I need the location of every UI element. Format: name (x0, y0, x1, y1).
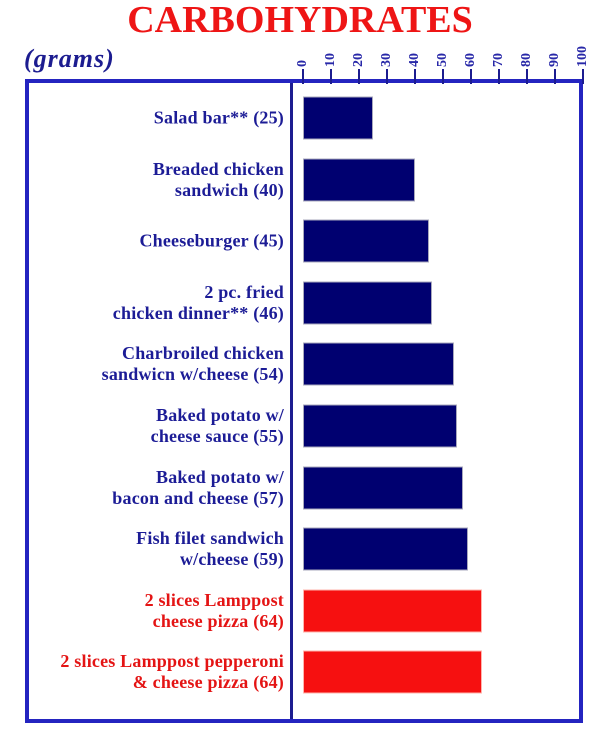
x-axis-tick-mark (554, 69, 556, 84)
bar-label: Baked potato w/ cheese sauce (55) (150, 405, 284, 446)
x-axis-tick-mark (358, 69, 360, 84)
bar (303, 650, 482, 694)
bar-row: Charbroiled chicken sandwicn w/cheese (5… (0, 333, 600, 395)
x-axis-tick-mark (414, 69, 416, 84)
bar-label: Charbroiled chicken sandwicn w/cheese (5… (101, 343, 284, 384)
bar-row: Baked potato w/ bacon and cheese (57) (0, 457, 600, 519)
bar-row: 2 pc. fried chicken dinner** (46) (0, 272, 600, 334)
bar (303, 466, 463, 510)
x-axis-tick-label: 50 (435, 53, 450, 67)
x-axis-tick-mark (302, 69, 304, 84)
bar (303, 527, 468, 571)
bar-label: Baked potato w/ bacon and cheese (57) (112, 467, 284, 508)
bar (303, 158, 415, 202)
x-axis-tick-mark (582, 69, 584, 84)
bar-label: Cheeseburger (45) (139, 230, 284, 251)
bar-label: 2 pc. fried chicken dinner** (46) (112, 282, 284, 323)
bar (303, 342, 454, 386)
chart-title: CARBOHYDRATES (127, 0, 473, 41)
bar-label: 2 slices Lamppost cheese pizza (64) (144, 590, 284, 631)
x-axis-tick-label: 10 (323, 53, 338, 67)
bar-row: Cheeseburger (45) (0, 210, 600, 272)
axis-baseline (290, 83, 293, 719)
x-axis-tick-label: 70 (491, 53, 506, 67)
x-axis-tick-label: 100 (575, 46, 590, 67)
bar-row: 2 slices Lamppost pepperoni & cheese piz… (0, 641, 600, 703)
x-axis-tick-mark (498, 69, 500, 84)
x-axis-tick-label: 90 (547, 53, 562, 67)
bar-row: Salad bar** (25) (0, 87, 600, 149)
bar (303, 404, 457, 448)
bar-label: 2 slices Lamppost pepperoni & cheese piz… (60, 651, 284, 692)
x-axis-tick-mark (386, 69, 388, 84)
x-axis-tick-label: 60 (463, 53, 478, 67)
bar (303, 281, 432, 325)
x-axis-tick-label: 80 (519, 53, 534, 67)
bar-label: Breaded chicken sandwich (40) (152, 159, 284, 200)
bar (303, 219, 429, 263)
bar-row: Baked potato w/ cheese sauce (55) (0, 395, 600, 457)
bar (303, 96, 373, 140)
bar-row: 2 slices Lamppost cheese pizza (64) (0, 580, 600, 642)
bar-label: Fish filet sandwich w/cheese (59) (136, 528, 284, 569)
x-axis-tick-label: 30 (379, 53, 394, 67)
bar-row: Breaded chicken sandwich (40) (0, 149, 600, 211)
chart-frame (25, 79, 583, 723)
bar (303, 589, 482, 633)
x-axis-tick-label: 40 (407, 53, 422, 67)
bar-label: Salad bar** (25) (153, 107, 284, 128)
x-axis-tick-mark (470, 69, 472, 84)
x-axis-tick-label: 20 (351, 53, 366, 67)
x-axis-tick-mark (526, 69, 528, 84)
x-axis-tick-label: 0 (295, 60, 310, 67)
bar-row: Fish filet sandwich w/cheese (59) (0, 518, 600, 580)
x-axis-tick-mark (442, 69, 444, 84)
unit-label: (grams) (24, 44, 115, 73)
x-axis-tick-mark (330, 69, 332, 84)
